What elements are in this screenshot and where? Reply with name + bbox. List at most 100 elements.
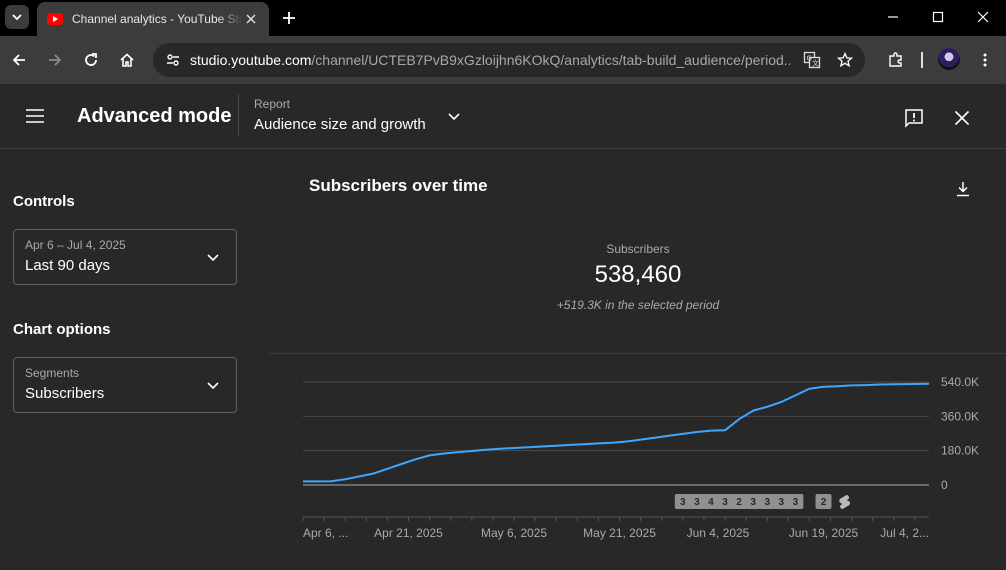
event-marker-box [815, 494, 832, 509]
event-marker-box [745, 494, 762, 509]
event-marker-count: 3 [750, 497, 756, 508]
tab-search-button[interactable] [5, 5, 29, 29]
page-title: Advanced mode [77, 105, 232, 127]
chevron-down-icon [204, 248, 222, 266]
x-tick-label: May 21, 2025 [583, 526, 656, 540]
report-dropdown-button[interactable] [444, 106, 464, 126]
segments-picker[interactable]: Segments Subscribers [13, 357, 237, 413]
event-marker-count: 3 [793, 497, 799, 508]
x-tick-label: Apr 21, 2025 [374, 526, 443, 540]
event-marker-count: 4 [708, 497, 714, 508]
chevron-down-icon [12, 14, 22, 21]
browser-menu-button[interactable] [973, 48, 997, 72]
shorts-icon-shape [839, 495, 851, 509]
download-icon [957, 182, 969, 197]
address-bar[interactable]: studio.youtube.com/channel/UCTEB7PvB9xGz… [153, 43, 865, 77]
controls-title: Controls [13, 193, 75, 210]
browser-tab-active[interactable]: Channel analytics - YouTube Studio [37, 2, 269, 36]
close-icon [977, 11, 989, 23]
header-divider [238, 94, 239, 137]
reload-button[interactable] [79, 48, 103, 72]
x-tick-label: Jun 19, 2025 [789, 526, 859, 540]
y-tick-label: 180.0K [941, 444, 979, 458]
minimize-icon [888, 16, 898, 18]
shorts-icon [839, 495, 851, 509]
y-tick-label: 0 [941, 478, 948, 492]
x-tick-label: Jun 4, 2025 [687, 526, 750, 540]
x-tick-label: Jul 4, 2... [880, 526, 929, 540]
event-marker-count: 3 [694, 497, 700, 508]
site-info-button[interactable] [161, 48, 185, 72]
event-marker-count: 3 [722, 497, 728, 508]
event-marker-box [731, 494, 748, 509]
metric-value: 538,460 [594, 261, 682, 288]
y-tick-label: 360.0K [941, 409, 979, 423]
profile-avatar[interactable] [938, 48, 960, 70]
metric-label: Subscribers [606, 242, 670, 256]
toolbar-divider [921, 52, 923, 68]
event-marker-box [702, 494, 719, 509]
x-tick-label: Apr 6, ... [303, 526, 348, 540]
minimize-button[interactable] [870, 0, 916, 34]
report-label: Report [254, 97, 291, 111]
url-text[interactable]: studio.youtube.com/channel/UCTEB7PvB9xGz… [190, 52, 790, 68]
analytics-header: Advanced mode Report Audience size and g… [0, 84, 1006, 149]
series-line-subscribers [303, 382, 930, 483]
puzzle-piece-icon [889, 52, 902, 67]
browser-toolbar: studio.youtube.com/channel/UCTEB7PvB9xGz… [0, 36, 1006, 84]
url-host: studio.youtube.com [190, 52, 312, 68]
event-marker-count: 3 [764, 497, 770, 508]
home-button[interactable] [115, 48, 139, 72]
event-marker-box [688, 494, 705, 509]
chart-title: Subscribers over time [309, 176, 488, 195]
arrow-right-icon [49, 54, 62, 66]
menu-icon [26, 109, 44, 123]
event-marker-count: 3 [680, 497, 686, 508]
plus-icon [283, 12, 295, 24]
event-marker-count: 2 [821, 497, 827, 508]
event-marker-count: 3 [779, 497, 785, 508]
tab-title: Channel analytics - YouTube Studio [72, 12, 244, 26]
more-vertical-icon [983, 53, 987, 67]
back-button[interactable] [7, 48, 31, 72]
hamburger-menu-button[interactable] [23, 104, 47, 128]
event-marker-box [717, 494, 734, 509]
browser-tabstrip: Channel analytics - YouTube Studio [0, 0, 1006, 36]
chevron-down-icon [204, 376, 222, 394]
window-close-button[interactable] [960, 0, 1006, 34]
svg-text:文: 文 [812, 59, 819, 68]
tab-close-button[interactable] [243, 11, 259, 27]
close-icon [246, 14, 256, 24]
chevron-down-icon [448, 113, 460, 121]
event-marker-box [759, 494, 776, 509]
forward-button[interactable] [43, 48, 67, 72]
x-tick-label: May 6, 2025 [481, 526, 547, 540]
event-marker-box [773, 494, 790, 509]
translate-icon: G文 [803, 51, 821, 69]
event-marker-count: 2 [736, 497, 742, 508]
event-marker-box [674, 494, 691, 509]
date-range-label: Apr 6 – Jul 4, 2025 [25, 238, 126, 252]
url-path: /channel/UCTEB7PvB9xGzloijhn6KOkQ/analyt… [311, 52, 790, 68]
date-range-value: Last 90 days [25, 257, 111, 274]
event-marker-box [787, 494, 804, 509]
metric-delta: +519.3K in the selected period [556, 298, 720, 312]
report-selector[interactable]: Audience size and growth [254, 116, 426, 133]
close-icon [954, 110, 970, 126]
feedback-icon [905, 109, 923, 128]
download-button[interactable] [952, 178, 974, 200]
date-range-picker[interactable]: Apr 6 – Jul 4, 2025 Last 90 days [13, 229, 237, 285]
svg-text:G: G [807, 55, 812, 63]
extensions-button[interactable] [884, 48, 908, 72]
chart-divider [269, 353, 1006, 354]
maximize-button[interactable] [915, 0, 961, 34]
send-feedback-button[interactable] [902, 106, 926, 130]
bookmark-star-button[interactable] [833, 48, 857, 72]
star-icon [837, 52, 853, 68]
new-tab-button[interactable] [279, 8, 299, 28]
close-advanced-mode-button[interactable] [950, 106, 974, 130]
arrow-left-icon [12, 54, 25, 66]
youtube-favicon-icon [47, 13, 63, 25]
